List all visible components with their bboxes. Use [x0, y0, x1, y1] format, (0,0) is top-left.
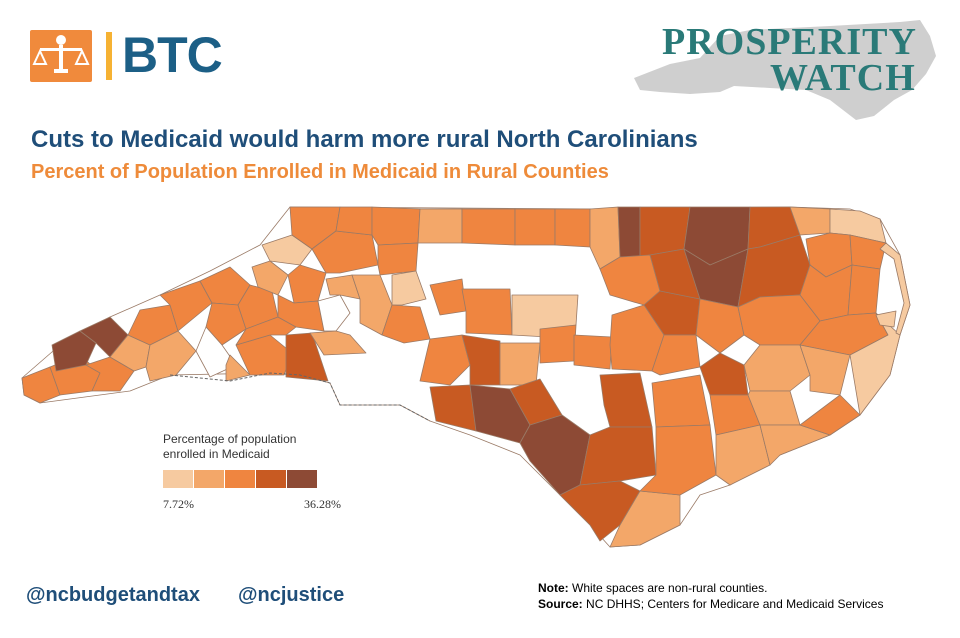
legend-min-label: 7.72% — [163, 497, 194, 511]
prosperity-watch-logo: PROSPERITY WATCH — [630, 16, 940, 122]
county-central-2 — [461, 288, 513, 336]
county-mtn-10 — [317, 294, 351, 332]
county-north-6 — [617, 206, 641, 258]
legend-swatch-4 — [256, 470, 286, 488]
county-south-9 — [651, 374, 711, 428]
county-mtn-15 — [309, 330, 367, 356]
state-border-south — [169, 372, 431, 422]
note-text: White spaces are non-rural counties. — [568, 581, 768, 595]
county-central-17 — [651, 334, 701, 376]
source-label: Source: — [538, 597, 583, 611]
page-title: Cuts to Medicaid would harm more rural N… — [31, 126, 698, 153]
county-north-1 — [417, 208, 463, 244]
twitter-handle-ncjustice: @ncjustice — [238, 584, 345, 606]
county-west-12 — [237, 284, 279, 330]
county-north-2 — [461, 208, 516, 246]
county-north-3 — [514, 208, 556, 246]
legend-swatches — [163, 470, 318, 488]
county-mtn-8 — [377, 242, 419, 276]
county-mtn-4 — [287, 264, 327, 304]
county-south-6 — [579, 426, 657, 486]
county-south-17 — [759, 424, 831, 466]
county-central-5 — [461, 334, 501, 386]
county-north-4 — [554, 208, 591, 248]
county-central-7 — [539, 324, 577, 364]
county-west-1 — [21, 366, 61, 404]
county-mtn-11 — [325, 274, 361, 300]
page-subtitle: Percent of Population Enrolled in Medica… — [31, 161, 609, 183]
county-central-4 — [419, 334, 471, 386]
legend-title-line2: enrolled in Medicaid — [163, 447, 270, 461]
scales-figure-icon — [30, 30, 92, 82]
source-text: NC DHHS; Centers for Medicare and Medica… — [582, 597, 884, 611]
logo-divider — [106, 32, 112, 80]
county-south-11 — [699, 352, 749, 396]
county-west-11 — [205, 302, 247, 346]
county-outer-banks — [879, 242, 911, 336]
source-line: Source: NC DHHS; Centers for Medicare an… — [538, 596, 883, 612]
legend-swatch-2 — [194, 470, 224, 488]
footnote: Note: White spaces are non-rural countie… — [538, 580, 883, 612]
county-west-9 — [159, 280, 213, 332]
note-label: Note: — [538, 581, 569, 595]
county-mtn-7 — [371, 206, 421, 246]
legend-title: Percentage of population enrolled in Med… — [163, 432, 363, 462]
county-central-8 — [573, 334, 613, 370]
county-central-6 — [499, 342, 541, 386]
county-central-18 — [695, 298, 745, 354]
twitter-handle-ncbudgetandtax: @ncbudgetandtax — [26, 584, 200, 606]
county-west-16 — [285, 332, 329, 382]
nc-county-map — [21, 206, 911, 548]
county-mtn-14 — [381, 304, 431, 344]
county-mtn-6 — [335, 206, 373, 236]
county-south-10 — [639, 424, 717, 496]
county-south-16 — [799, 344, 851, 396]
county-west-3 — [51, 330, 97, 372]
map-legend: Percentage of population enrolled in Med… — [163, 432, 363, 522]
county-mtn-3 — [251, 260, 289, 296]
prosperity-logo-line1: PROSPERITY — [662, 21, 917, 63]
note-line: Note: White spaces are non-rural countie… — [538, 580, 883, 596]
county-south-1 — [429, 384, 477, 432]
county-mtn-13 — [391, 270, 427, 306]
btc-logo: BTC — [30, 27, 230, 84]
legend-title-line1: Percentage of population — [163, 432, 297, 446]
btc-logo-text: BTC — [122, 27, 223, 83]
county-south-13 — [715, 424, 771, 486]
legend-max-label: 36.28% — [304, 497, 341, 511]
county-mtn-1 — [261, 234, 313, 266]
prosperity-logo-line2: WATCH — [770, 57, 916, 99]
county-east-sound — [875, 310, 897, 328]
legend-swatch-3 — [225, 470, 255, 488]
nc-state-shape-icon — [634, 20, 936, 120]
county-central-15 — [847, 264, 881, 316]
legend-swatch-1 — [163, 470, 193, 488]
legend-swatch-5 — [287, 470, 317, 488]
